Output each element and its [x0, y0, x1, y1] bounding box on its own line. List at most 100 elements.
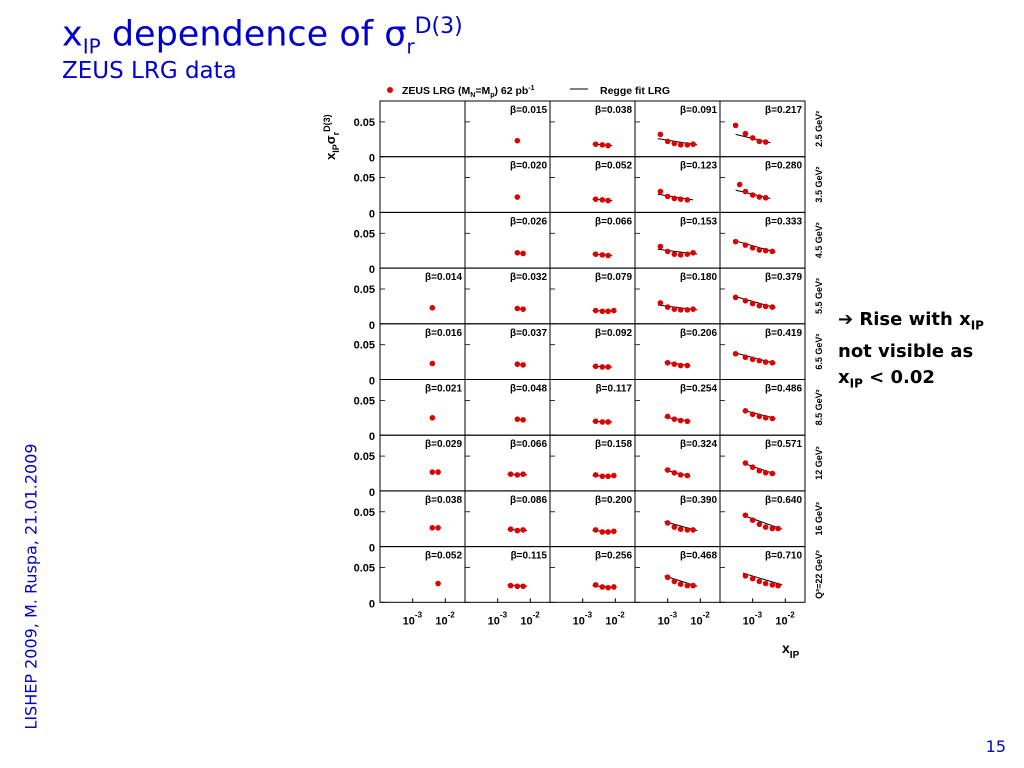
- data-point: [520, 527, 526, 533]
- note-line3-x: x: [838, 366, 850, 388]
- y-tick-label: 0.05: [354, 507, 375, 519]
- data-point: [671, 140, 678, 147]
- beta-label: β=0.015: [510, 105, 547, 116]
- data-point: [429, 360, 436, 367]
- data-point: [769, 582, 776, 588]
- data-point: [769, 359, 776, 366]
- beta-label: β=0.052: [425, 551, 462, 562]
- beta-label: β=0.200: [595, 495, 632, 506]
- data-point: [435, 580, 441, 587]
- data-point: [690, 306, 696, 312]
- data-point: [507, 582, 514, 589]
- slide-subtitle: ZEUS LRG data: [62, 58, 237, 84]
- data-point: [677, 362, 684, 369]
- data-point: [514, 361, 521, 367]
- beta-label: β=0.180: [680, 272, 717, 283]
- note-line-2: not visible as: [838, 340, 974, 362]
- q2-label: 16 GeV²: [814, 502, 824, 536]
- data-point: [749, 517, 756, 523]
- data-point: [514, 527, 521, 534]
- beta-label: β=0.640: [765, 495, 802, 506]
- note-line-1: ➔ Rise with xIP: [838, 307, 984, 339]
- data-point: [677, 581, 684, 587]
- data-point: [677, 526, 684, 532]
- data-point: [671, 195, 678, 202]
- beta-label: β=0.217: [765, 105, 802, 116]
- panel-frame: [719, 546, 806, 603]
- data-point: [520, 362, 526, 368]
- data-point: [690, 582, 696, 589]
- beta-label: β=0.092: [595, 328, 632, 339]
- beta-label: β=0.086: [510, 495, 547, 506]
- data-point: [592, 582, 599, 588]
- data-point: [677, 196, 684, 202]
- beta-label: β=0.468: [680, 551, 717, 562]
- data-point: [749, 356, 756, 363]
- data-point: [520, 583, 526, 590]
- regge-fit-line: [735, 352, 776, 364]
- beta-label: β=0.079: [595, 272, 632, 283]
- data-point: [742, 130, 749, 137]
- x-axis-label: xIP: [782, 640, 800, 661]
- panel-frame: [379, 211, 466, 269]
- data-point: [592, 472, 599, 478]
- title-sub2: r: [406, 34, 415, 59]
- slide-title: xIP dependence of σrD(3): [62, 14, 463, 59]
- title-sup: D(3): [414, 14, 463, 39]
- data-point: [690, 527, 696, 533]
- data-point: [756, 521, 763, 528]
- y-tick-label: 0.05: [354, 284, 375, 296]
- data-point: [732, 350, 739, 357]
- note-line3-sub: IP: [849, 376, 863, 391]
- beta-label: β=0.029: [425, 439, 462, 450]
- data-point: [657, 131, 664, 138]
- data-point: [514, 472, 521, 478]
- data-point: [690, 249, 696, 256]
- data-point: [684, 527, 691, 533]
- beta-label: β=0.037: [510, 328, 547, 339]
- data-point: [514, 416, 521, 422]
- data-point: [684, 362, 691, 369]
- data-point: [664, 467, 671, 473]
- data-point: [749, 192, 756, 198]
- data-point: [605, 142, 611, 149]
- data-point: [749, 300, 756, 307]
- data-point: [756, 357, 763, 364]
- beta-label: β=0.032: [510, 272, 547, 283]
- data-point: [592, 251, 599, 257]
- data-point: [684, 307, 691, 313]
- panel-frame: [379, 100, 466, 158]
- data-point: [435, 469, 441, 475]
- data-point: [592, 141, 599, 147]
- beta-label: β=0.020: [510, 161, 547, 172]
- data-point: [599, 364, 606, 370]
- data-point: [769, 304, 776, 310]
- q2-label: 3.5 GeV²: [814, 167, 824, 203]
- data-point: [592, 307, 599, 314]
- y-tick-label: 0: [369, 264, 375, 276]
- data-point: [671, 361, 678, 367]
- x-tick-label-1e-3: 10-3: [403, 610, 423, 627]
- beta-label: β=0.021: [425, 384, 462, 395]
- data-point: [775, 582, 781, 589]
- y-tick-label: 0: [369, 153, 375, 165]
- beta-label: β=0.333: [765, 216, 802, 227]
- regge-fit-line: [735, 296, 776, 309]
- y-tick-label: 0: [369, 487, 375, 499]
- data-point: [756, 578, 763, 585]
- data-point: [599, 252, 606, 258]
- y-tick-label: 0.05: [354, 340, 375, 352]
- data-point: [605, 252, 611, 259]
- data-point: [435, 525, 441, 531]
- data-point: [514, 137, 521, 144]
- data-point: [690, 141, 696, 147]
- data-point: [756, 467, 763, 474]
- data-point: [684, 251, 691, 257]
- q2-label: 6.5 GeV²: [814, 334, 824, 370]
- data-point: [605, 419, 611, 425]
- data-point: [762, 580, 769, 587]
- beta-label: β=0.486: [765, 384, 802, 395]
- data-point: [677, 142, 684, 148]
- note-line1-sub: IP: [970, 318, 984, 333]
- data-point: [749, 411, 756, 418]
